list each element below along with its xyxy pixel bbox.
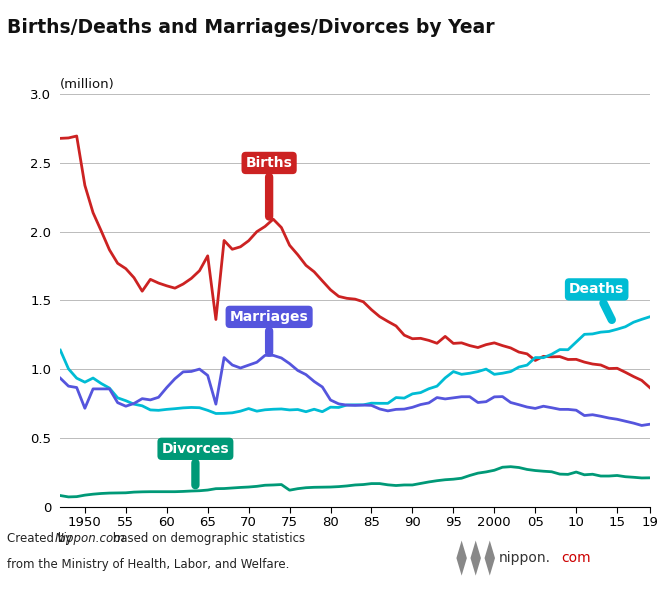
Polygon shape: [456, 541, 467, 575]
Text: based on demographic statistics: based on demographic statistics: [109, 532, 306, 545]
Text: Marriages: Marriages: [230, 310, 308, 353]
Polygon shape: [484, 541, 495, 575]
Text: Births/Deaths and Marriages/Divorces by Year: Births/Deaths and Marriages/Divorces by …: [7, 18, 494, 37]
Text: Deaths: Deaths: [569, 282, 624, 320]
Text: com: com: [561, 551, 590, 565]
Polygon shape: [470, 541, 481, 575]
Text: (million): (million): [60, 78, 115, 91]
Text: Births: Births: [246, 156, 293, 217]
Text: from the Ministry of Health, Labor, and Welfare.: from the Ministry of Health, Labor, and …: [7, 558, 289, 571]
Text: Divorces: Divorces: [161, 442, 229, 485]
Text: Nippon.com: Nippon.com: [55, 532, 126, 545]
Text: Created by: Created by: [7, 532, 76, 545]
Text: nippon.: nippon.: [499, 551, 551, 565]
